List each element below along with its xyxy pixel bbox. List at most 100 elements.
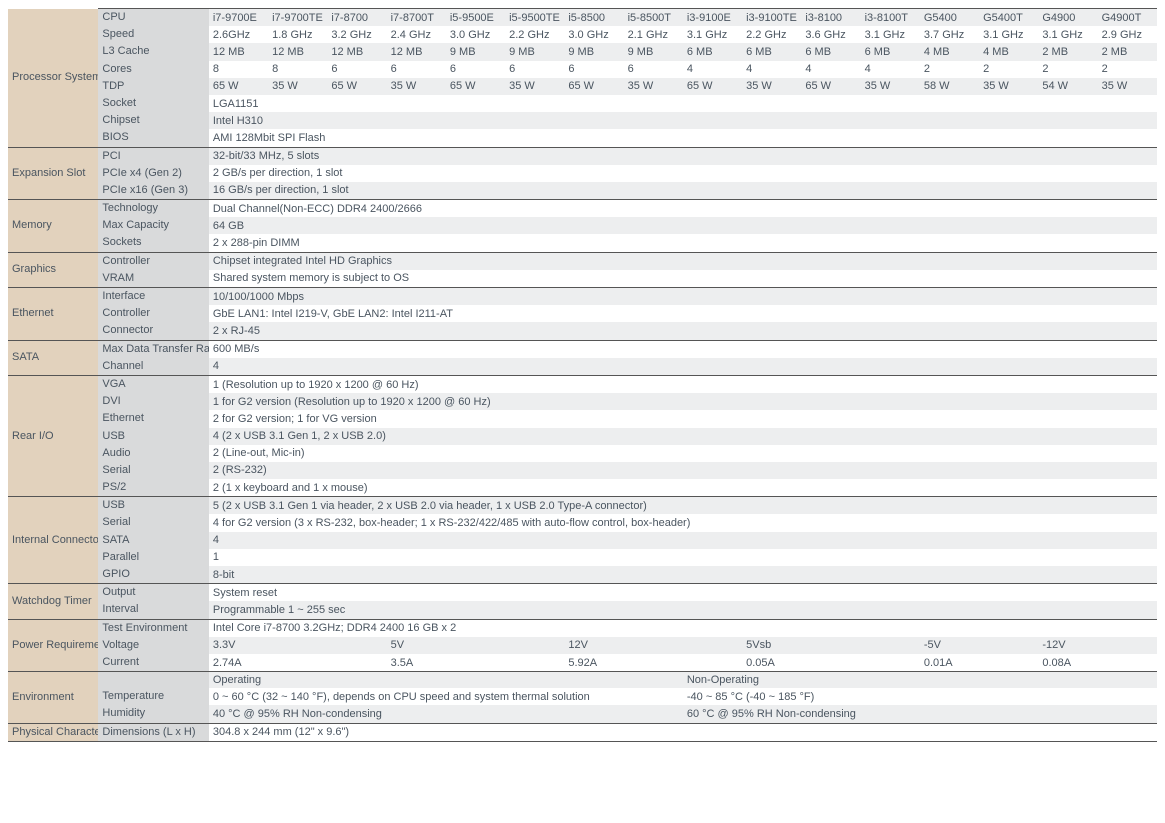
category-cell: Internal Connectors <box>8 497 98 584</box>
cpu-header: G5400T <box>979 9 1038 27</box>
label-cell: BIOS <box>98 129 208 147</box>
label-cell: SATA <box>98 532 208 549</box>
cpu-header: i5-8500T <box>624 9 683 27</box>
value-cell: 2.6GHz <box>209 26 268 43</box>
cpu-header: i3-8100T <box>861 9 920 27</box>
cpu-header: i7-9700E <box>209 9 268 27</box>
label-cell: PCI <box>98 147 208 165</box>
value-cell: 2 <box>1098 61 1157 78</box>
value-cell: 6 <box>505 61 564 78</box>
value-cell: 65 W <box>446 78 505 95</box>
spec-row: PCIe x4 (Gen 2)2 GB/s per direction, 1 s… <box>8 165 1157 182</box>
label-cell: Serial <box>98 462 208 479</box>
label-cell: Socket <box>98 95 208 112</box>
spec-row: Watchdog TimerOutputSystem reset <box>8 584 1157 602</box>
value-cell: 4 MB <box>979 43 1038 60</box>
value-cell: 2.2 GHz <box>505 26 564 43</box>
value-cell: 8 <box>209 61 268 78</box>
value-cell: 3.6 GHz <box>801 26 860 43</box>
value-cell: 0 ~ 60 °C (32 ~ 140 °F), depends on CPU … <box>209 688 683 705</box>
value-cell: 6 <box>387 61 446 78</box>
category-cell: Environment <box>8 672 98 723</box>
cpu-header: G5400 <box>920 9 979 27</box>
value-cell: 6 MB <box>683 43 742 60</box>
category-cell: Expansion Slot <box>8 147 98 200</box>
value-full: 4 (2 x USB 3.1 Gen 1, 2 x USB 2.0) <box>209 428 1157 445</box>
label-cell: Speed <box>98 26 208 43</box>
value-cell: -12V <box>1038 637 1157 654</box>
value-full: Intel H310 <box>209 112 1157 129</box>
value-cell: 2 MB <box>1038 43 1097 60</box>
value-full: 2 x 288-pin DIMM <box>209 234 1157 252</box>
label-cell: Controller <box>98 252 208 270</box>
spec-row: Sockets2 x 288-pin DIMM <box>8 234 1157 252</box>
spec-row: GPIO8-bit <box>8 566 1157 584</box>
value-cell: 65 W <box>683 78 742 95</box>
value-cell: 2.9 GHz <box>1098 26 1157 43</box>
value-cell: 12 MB <box>387 43 446 60</box>
spec-row: EthernetInterface10/100/1000 Mbps <box>8 288 1157 306</box>
value-cell: 2 <box>1038 61 1097 78</box>
value-cell: 65 W <box>801 78 860 95</box>
value-full: Programmable 1 ~ 255 sec <box>209 601 1157 619</box>
value-cell: 6 <box>446 61 505 78</box>
value-cell: -5V <box>920 637 1039 654</box>
label-cell: Current <box>98 654 208 672</box>
value-full: 304.8 x 244 mm (12" x 9.6") <box>209 723 1157 741</box>
value-cell: 3.1 GHz <box>1038 26 1097 43</box>
value-cell: 12 MB <box>268 43 327 60</box>
value-cell: 12V <box>564 637 742 654</box>
label-cell: VRAM <box>98 270 208 288</box>
value-cell: 4 <box>683 61 742 78</box>
value-full: 600 MB/s <box>209 340 1157 358</box>
value-cell: 54 W <box>1038 78 1097 95</box>
value-cell: 65 W <box>327 78 386 95</box>
spec-row: SATAMax Data Transfer Rate600 MB/s <box>8 340 1157 358</box>
spec-row: Current2.74A3.5A5.92A0.05A0.01A0.08A <box>8 654 1157 672</box>
spec-row: MemoryTechnologyDual Channel(Non-ECC) DD… <box>8 200 1157 218</box>
value-cell: 5.92A <box>564 654 742 672</box>
value-cell: 6 MB <box>861 43 920 60</box>
value-cell: 0.08A <box>1038 654 1157 672</box>
spec-row: Max Capacity64 GB <box>8 217 1157 234</box>
category-cell: Graphics <box>8 252 98 287</box>
spec-row: SATA4 <box>8 532 1157 549</box>
spec-row: Power RequirementTest EnvironmentIntel C… <box>8 619 1157 637</box>
label-cell: Ethernet <box>98 410 208 427</box>
value-full: 2 (Line-out, Mic-in) <box>209 445 1157 462</box>
spec-row: PS/22 (1 x keyboard and 1 x mouse) <box>8 479 1157 497</box>
value-cell: 65 W <box>209 78 268 95</box>
value-cell: 35 W <box>979 78 1038 95</box>
value-full: Chipset integrated Intel HD Graphics <box>209 252 1157 270</box>
value-cell: 1.8 GHz <box>268 26 327 43</box>
value-cell: 40 °C @ 95% RH Non-condensing <box>209 705 683 723</box>
label-cell: Serial <box>98 514 208 531</box>
category-cell: Memory <box>8 200 98 253</box>
spec-table: Processor SystemCPUi7-9700Ei7-9700TEi7-8… <box>8 8 1157 742</box>
value-cell: 6 <box>624 61 683 78</box>
value-full: 5 (2 x USB 3.1 Gen 1 via header, 2 x USB… <box>209 497 1157 515</box>
value-cell: Operating <box>209 672 683 689</box>
label-cell: GPIO <box>98 566 208 584</box>
label-cell: TDP <box>98 78 208 95</box>
spec-row: Speed2.6GHz1.8 GHz3.2 GHz2.4 GHz3.0 GHz2… <box>8 26 1157 43</box>
label-cell: USB <box>98 497 208 515</box>
spec-row: SocketLGA1151 <box>8 95 1157 112</box>
spec-row: DVI1 for G2 version (Resolution up to 19… <box>8 393 1157 410</box>
value-cell: 2.74A <box>209 654 387 672</box>
value-full: 2 (RS-232) <box>209 462 1157 479</box>
value-full: 2 for G2 version; 1 for VG version <box>209 410 1157 427</box>
cpu-header: G4900T <box>1098 9 1157 27</box>
value-cell: 35 W <box>1098 78 1157 95</box>
label-cell: Channel <box>98 358 208 376</box>
value-cell: 8 <box>268 61 327 78</box>
value-cell: 4 <box>801 61 860 78</box>
value-cell: 3.0 GHz <box>446 26 505 43</box>
value-full: 2 x RJ-45 <box>209 322 1157 340</box>
value-cell: 3.1 GHz <box>979 26 1038 43</box>
value-cell: 6 MB <box>801 43 860 60</box>
value-cell: 35 W <box>861 78 920 95</box>
spec-row: Channel4 <box>8 358 1157 376</box>
value-cell: -40 ~ 85 °C (-40 ~ 185 °F) <box>683 688 1157 705</box>
spec-row: Connector2 x RJ-45 <box>8 322 1157 340</box>
